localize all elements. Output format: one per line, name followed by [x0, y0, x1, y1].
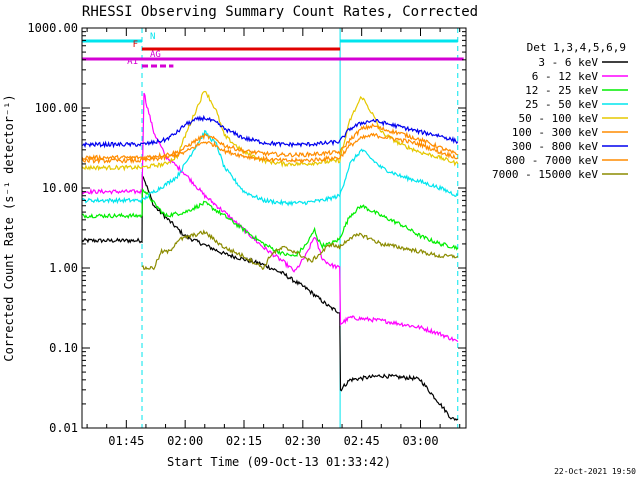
- legend-entry-label: 100 - 300 keV: [512, 126, 598, 139]
- y-tick-label: 10.00: [42, 181, 78, 195]
- series-line: [82, 114, 459, 149]
- flag-label: A1: [127, 57, 138, 67]
- legend-entry-label: 300 - 800 keV: [512, 140, 598, 153]
- y-tick-label: 0.10: [49, 341, 78, 355]
- x-tick-label: 03:00: [402, 434, 438, 448]
- x-tick-label: 01:45: [108, 434, 144, 448]
- series-lines: [82, 90, 459, 421]
- legend-entry-label: 7000 - 15000 keV: [492, 168, 598, 181]
- legend-entry-label: 25 - 50 keV: [525, 98, 598, 111]
- legend-entry-label: 12 - 25 keV: [525, 84, 598, 97]
- series-line: [82, 122, 459, 162]
- series-line: [82, 173, 459, 421]
- y-tick-label: 1.00: [49, 261, 78, 275]
- series-line: [82, 132, 459, 165]
- series-line: [82, 92, 459, 343]
- y-tick-label: 100.00: [35, 101, 78, 115]
- y-tick-label: 1000.00: [27, 21, 78, 35]
- x-tick-label: 02:00: [167, 434, 203, 448]
- flag-label: F: [133, 40, 138, 50]
- plot-frame: [81, 27, 467, 429]
- flag-label: N: [150, 32, 155, 42]
- timestamp: 22-Oct-2021 19:50: [554, 467, 636, 476]
- series-line: [82, 129, 459, 207]
- legend-entry-label: 50 - 100 keV: [519, 112, 599, 125]
- x-axis-label: Start Time (09-Oct-13 01:33:42): [167, 455, 391, 469]
- x-tick-label: 02:15: [226, 434, 262, 448]
- legend-entry-label: 800 - 7000 keV: [505, 154, 598, 167]
- y-tick-label: 0.01: [49, 421, 78, 435]
- legend-title: Det 1,3,4,5,6,9: [527, 41, 626, 54]
- legend-entry-label: 3 - 6 keV: [538, 56, 598, 69]
- x-tick-label: 02:30: [285, 434, 321, 448]
- x-axis-ticks: 01:45 02:00 02:15 02:30 02:45 03:00: [86, 28, 461, 448]
- observing-flags: N F AG A1: [82, 32, 464, 68]
- y-axis-label: Corrected Count Rate (s⁻¹ detector⁻¹): [2, 94, 16, 361]
- x-tick-label: 02:45: [344, 434, 380, 448]
- series-line: [82, 187, 459, 257]
- flag-label: AG: [150, 50, 161, 60]
- y-axis-ticks: 0.01 0.10 1.00 10.00 100.00 1000.00: [27, 21, 466, 435]
- legend-entry-label: 6 - 12 keV: [532, 70, 599, 83]
- chart-title: RHESSI Observing Summary Count Rates, Co…: [82, 4, 478, 20]
- series-line: [141, 229, 459, 271]
